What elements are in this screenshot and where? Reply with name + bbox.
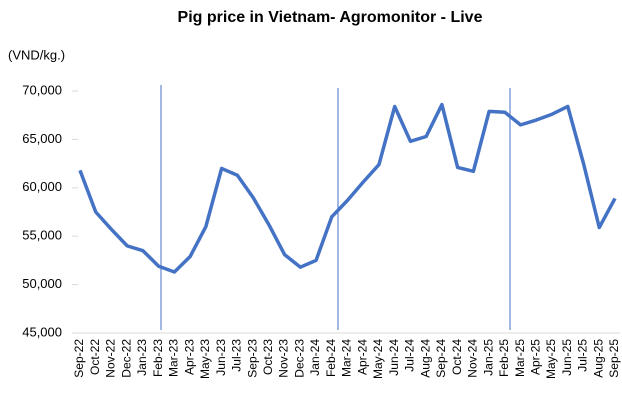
x-tick-label: Mar-23 (167, 339, 181, 377)
x-tick-label: Jul-24 (403, 339, 417, 372)
x-tick-label: Feb-24 (324, 339, 338, 377)
x-tick-label: Dec-22 (119, 339, 133, 378)
x-tick-label: Sep-22 (72, 339, 86, 378)
x-tick-label: May-25 (544, 339, 558, 379)
x-tick-label: Dec-23 (292, 339, 306, 378)
x-tick-label: Feb-23 (151, 339, 165, 377)
y-tick-label: 45,000 (22, 324, 62, 339)
x-tick-label: Jun-24 (387, 339, 401, 376)
x-tick-label: Feb-25 (497, 339, 511, 377)
x-tick-label: Nov-22 (104, 339, 118, 378)
x-tick-label: Aug-25 (591, 339, 605, 378)
x-tick-label: Sep-23 (245, 339, 259, 378)
y-tick-label: 50,000 (22, 276, 62, 291)
y-axis-label: (VND/kg.) (8, 47, 65, 62)
x-tick-label: Oct-24 (450, 339, 464, 375)
price-line (78, 102, 617, 274)
x-tick-label: Jul-23 (230, 339, 244, 372)
chart-title: Pig price in Vietnam- Agromonitor - Live (178, 9, 483, 26)
x-tick-label: May-24 (371, 339, 385, 379)
x-tick-label: Jun-23 (214, 339, 228, 376)
x-tick-label: Oct-22 (88, 339, 102, 375)
x-tick-label: Jul-25 (576, 339, 590, 372)
x-tick-label: Apr-23 (182, 339, 196, 375)
x-tick-label: Jan-25 (481, 339, 495, 376)
x-tick-label: Jan-24 (308, 339, 322, 376)
y-tick-label: 55,000 (22, 228, 62, 243)
y-tick-label: 70,000 (22, 82, 62, 97)
x-tick-label: Nov-23 (277, 339, 291, 378)
x-tick-label: Sep-24 (434, 339, 448, 378)
x-tick-label: Aug-24 (418, 339, 432, 378)
x-tick-label: Jun-25 (560, 339, 574, 376)
x-tick-label: Apr-24 (355, 339, 369, 375)
x-tick-label: Nov-24 (466, 339, 480, 378)
x-tick-label: May-23 (198, 339, 212, 379)
x-tick-label: Mar-24 (340, 339, 354, 377)
x-tick-label: Apr-25 (528, 339, 542, 375)
x-tick-label: Sep-25 (607, 339, 621, 378)
x-tick-label: Oct-23 (261, 339, 275, 375)
y-tick-label: 65,000 (22, 131, 62, 146)
x-tick-label: Jan-23 (135, 339, 149, 376)
x-tick-label: Mar-25 (513, 339, 527, 377)
y-tick-label: 60,000 (22, 179, 62, 194)
